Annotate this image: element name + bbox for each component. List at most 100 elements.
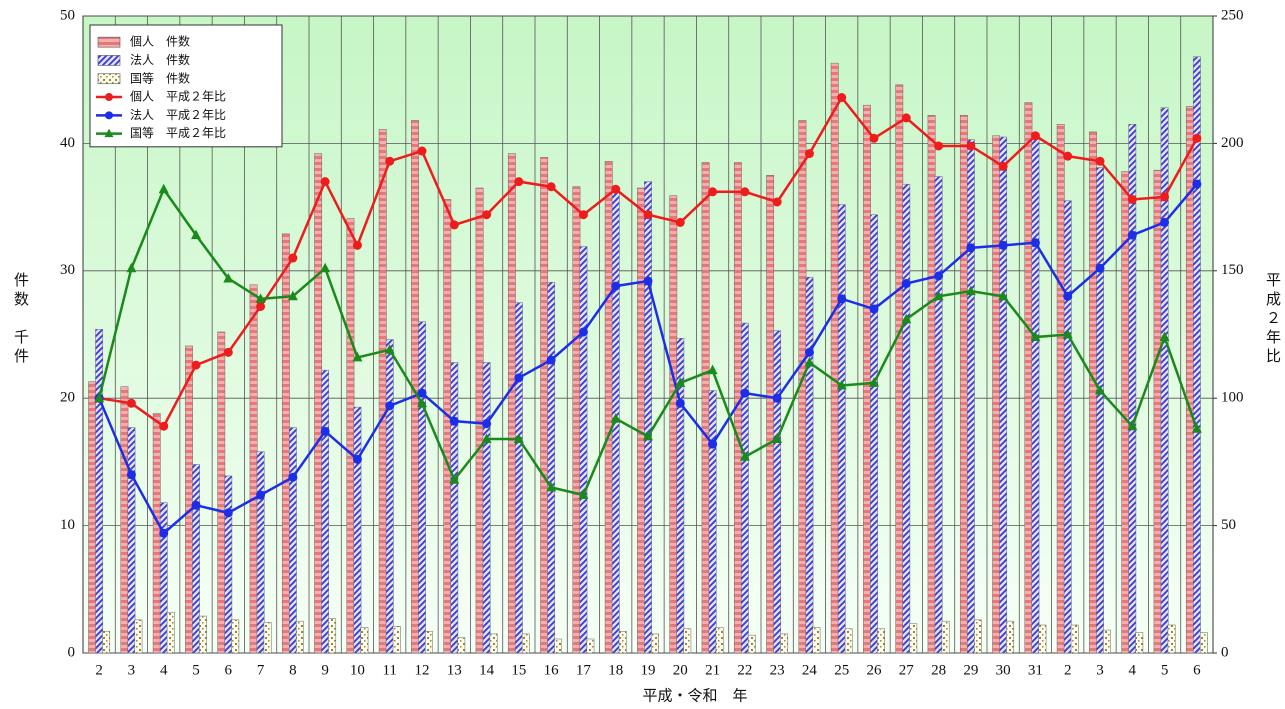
bar xyxy=(120,386,129,654)
bar xyxy=(927,115,936,654)
marker xyxy=(675,217,685,227)
bar xyxy=(554,638,563,654)
bar xyxy=(1192,56,1201,654)
x-tick-label: 24 xyxy=(802,662,818,678)
x-tick-label: 21 xyxy=(705,662,720,678)
marker xyxy=(804,357,815,367)
bar xyxy=(514,302,523,654)
marker xyxy=(191,500,201,510)
x-tick-label: 19 xyxy=(641,662,656,678)
marker xyxy=(320,177,330,187)
marker xyxy=(159,528,169,538)
bar xyxy=(425,631,433,654)
marker xyxy=(287,290,298,301)
bar xyxy=(715,627,724,654)
marker xyxy=(708,187,718,197)
bar xyxy=(877,628,885,654)
marker xyxy=(901,279,911,289)
marker xyxy=(611,184,621,194)
legend-label: 法人 平成２年比 xyxy=(130,108,226,122)
marker xyxy=(643,276,653,286)
bar xyxy=(959,115,968,654)
marker xyxy=(288,253,298,263)
bar xyxy=(1096,167,1104,654)
legend-swatch xyxy=(97,36,121,48)
bar xyxy=(547,282,556,654)
bar xyxy=(676,338,685,654)
legend-label: 国等 件数 xyxy=(130,70,190,85)
marker xyxy=(352,351,363,362)
bar xyxy=(895,84,904,654)
marker xyxy=(385,401,395,411)
x-tick-label: 8 xyxy=(289,662,297,678)
marker xyxy=(191,229,201,240)
marker xyxy=(1095,156,1105,166)
bar xyxy=(830,62,839,654)
x-tick-label: 25 xyxy=(834,662,849,678)
bar xyxy=(740,322,749,654)
y-tick-label: 10 xyxy=(60,517,75,533)
bar xyxy=(644,181,652,654)
marker xyxy=(1191,423,1202,433)
bar xyxy=(708,390,717,654)
marker xyxy=(514,373,524,383)
bar xyxy=(870,214,878,654)
bar xyxy=(902,183,911,654)
marker xyxy=(126,398,136,408)
legend xyxy=(89,24,283,148)
marker xyxy=(934,141,944,151)
marker xyxy=(546,355,556,365)
marker xyxy=(385,156,395,166)
marker xyxy=(869,377,879,387)
bar xyxy=(507,153,516,654)
marker xyxy=(223,347,233,357)
bar xyxy=(973,619,982,654)
legend-marker xyxy=(105,111,113,120)
bar xyxy=(353,406,362,654)
bar xyxy=(450,362,459,654)
bar xyxy=(159,502,168,654)
marker xyxy=(998,290,1009,301)
marker xyxy=(610,413,621,423)
marker xyxy=(578,210,588,220)
y-tick-label: 40 xyxy=(60,135,75,151)
marker xyxy=(837,93,847,103)
bar xyxy=(295,620,304,654)
marker xyxy=(255,293,266,303)
bar xyxy=(1135,632,1144,654)
x-tick-label: 15 xyxy=(511,662,526,678)
marker xyxy=(449,416,459,426)
bar xyxy=(1056,124,1065,654)
marker xyxy=(256,490,266,500)
x-tick-label: 2 xyxy=(1064,662,1072,678)
x-tick-label: 12 xyxy=(415,662,430,678)
marker xyxy=(223,272,234,283)
bar xyxy=(1024,102,1033,654)
x-tick-label: 16 xyxy=(544,662,560,678)
marker xyxy=(159,421,169,431)
bar xyxy=(231,619,240,654)
bar xyxy=(134,619,143,654)
marker xyxy=(1030,131,1040,141)
marker xyxy=(643,210,653,220)
marker xyxy=(514,177,524,187)
y2-tick-label: 250 xyxy=(1221,7,1244,23)
x-tick-label: 13 xyxy=(447,662,462,678)
bar xyxy=(127,427,136,654)
x-tick-label: 28 xyxy=(931,662,946,678)
bar xyxy=(1160,107,1169,654)
marker xyxy=(1063,151,1073,161)
marker xyxy=(320,426,330,436)
marker xyxy=(481,433,492,443)
marker xyxy=(901,113,911,123)
bar xyxy=(378,129,387,654)
x-tick-label: 14 xyxy=(479,662,495,678)
bar xyxy=(1089,131,1097,654)
bar xyxy=(102,631,111,654)
bar xyxy=(1128,124,1137,654)
marker xyxy=(837,294,847,304)
y-axis-label: 件数 千件 xyxy=(12,272,29,367)
y2-tick-label: 0 xyxy=(1221,644,1229,660)
marker xyxy=(1192,133,1202,143)
